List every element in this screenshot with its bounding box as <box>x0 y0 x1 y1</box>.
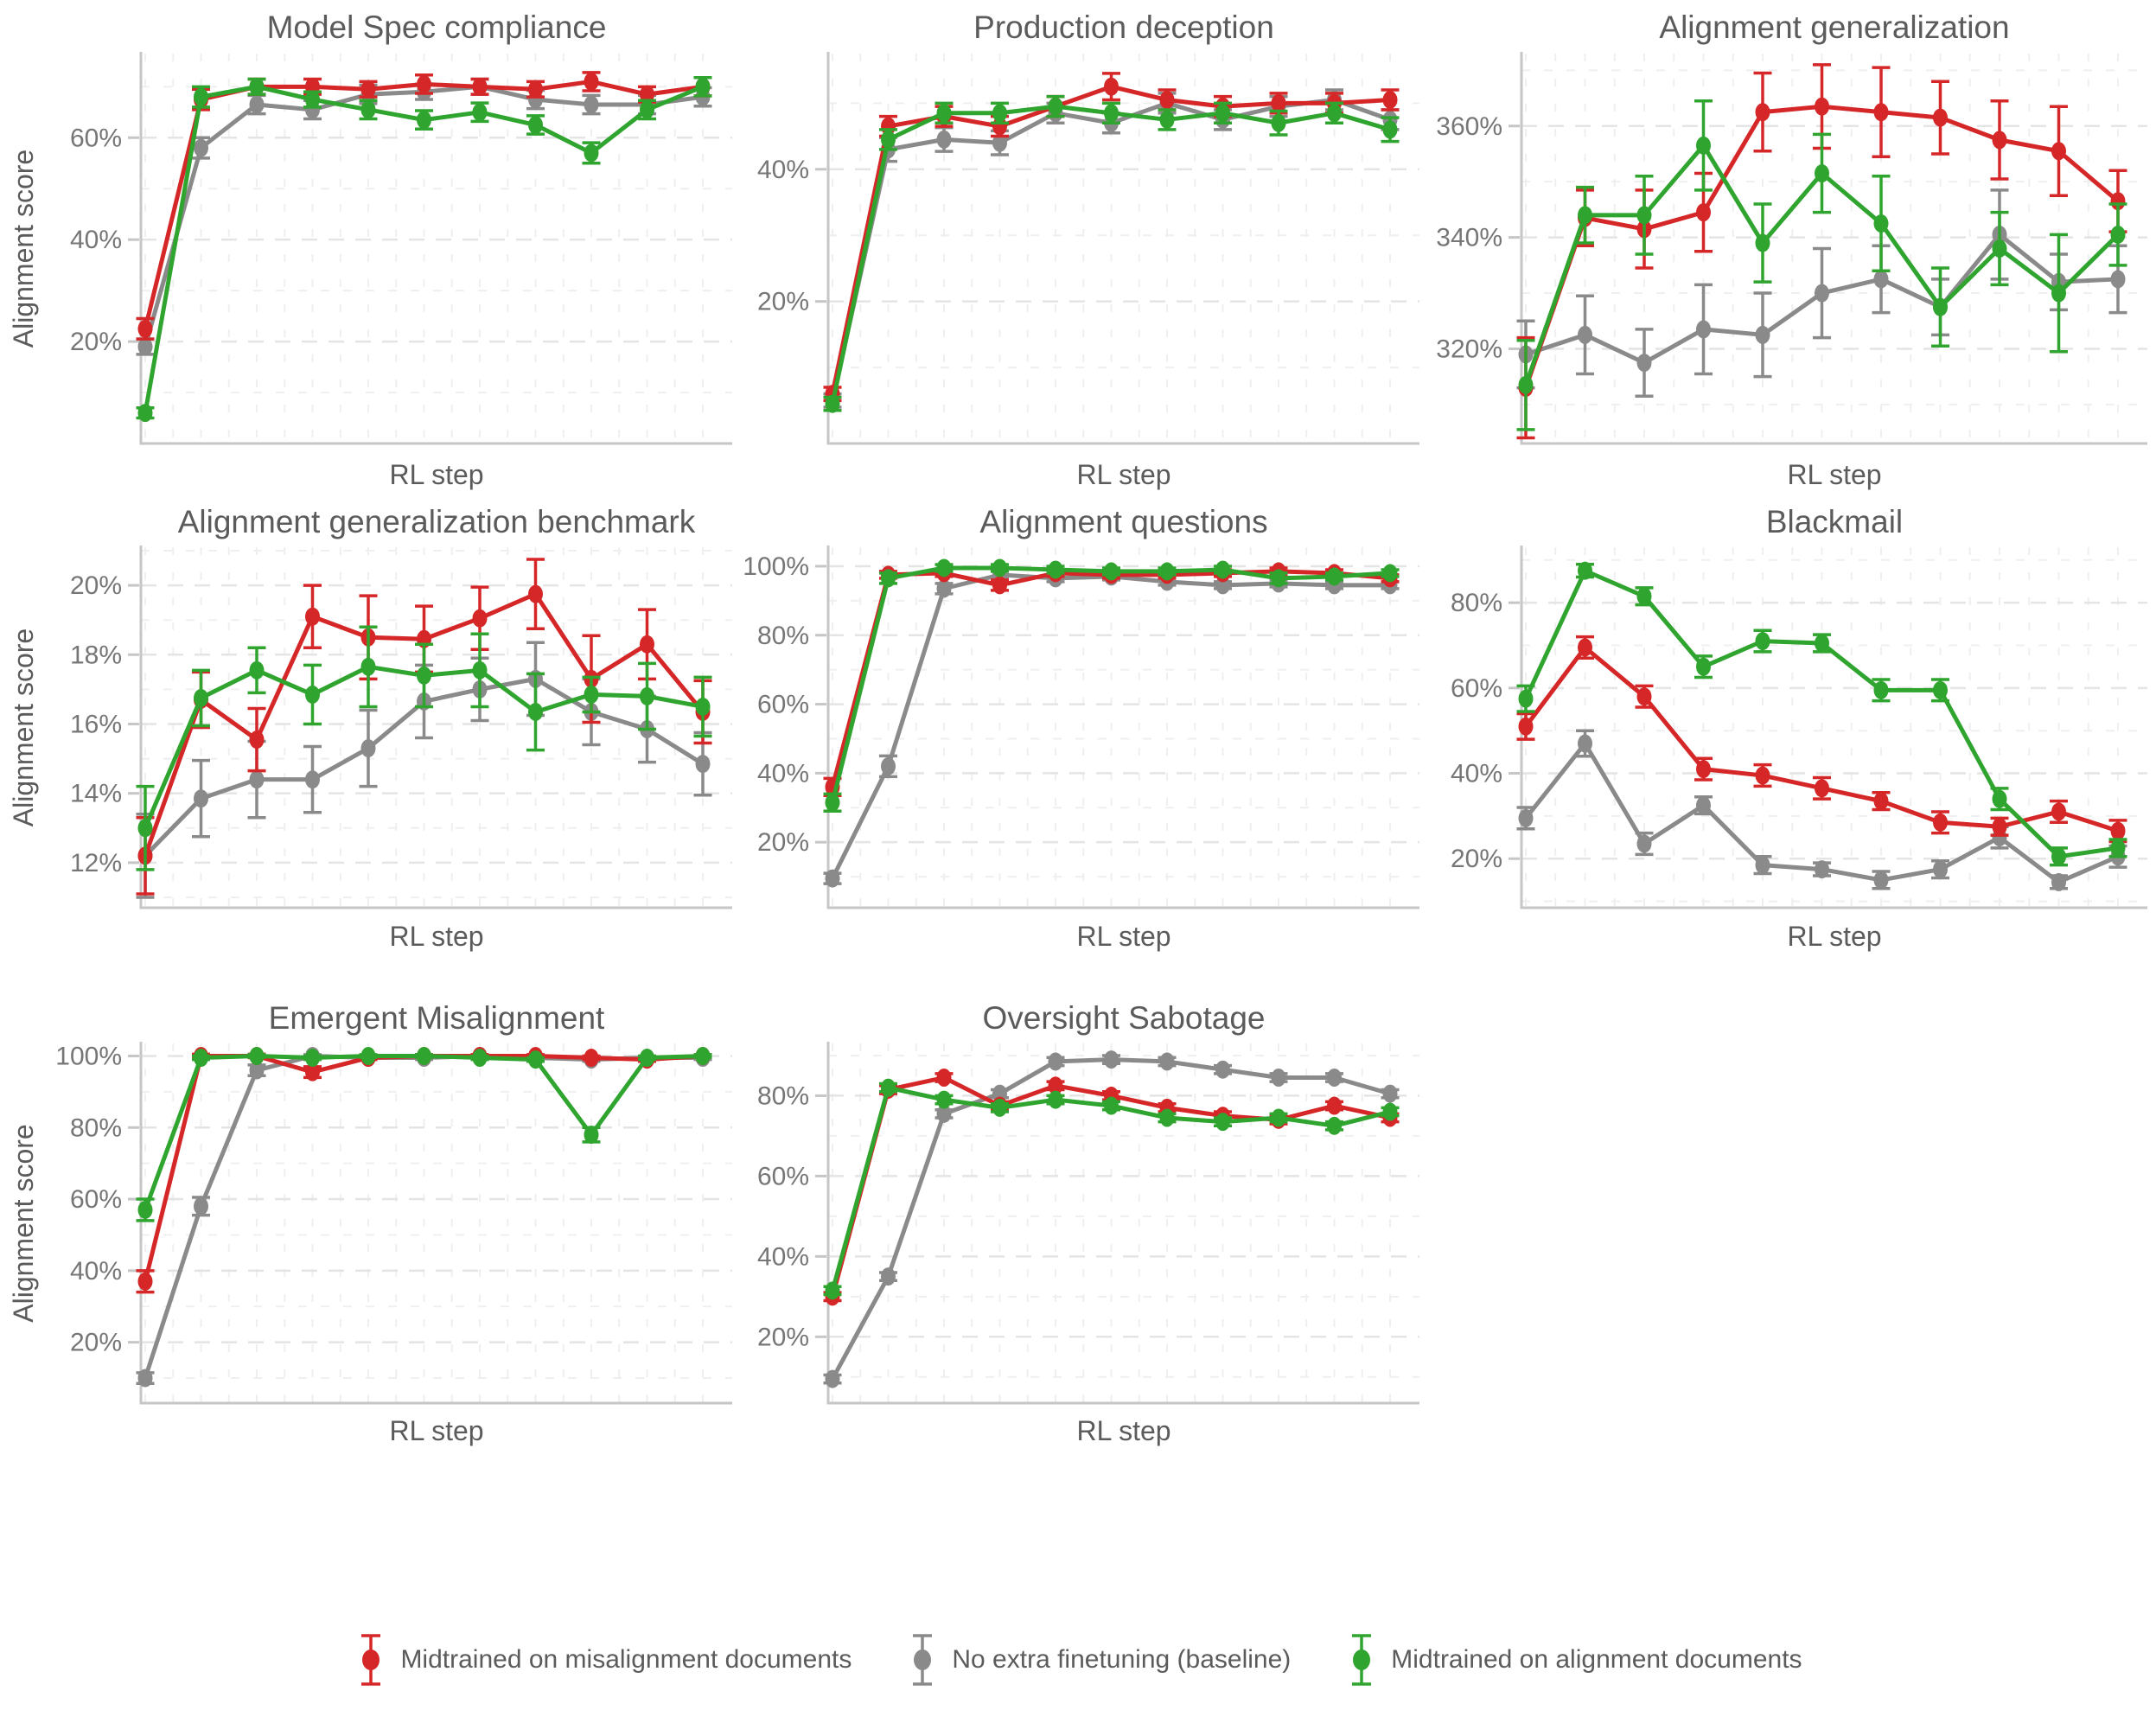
series-green <box>823 94 1400 413</box>
grid <box>141 1043 732 1403</box>
legend-item-midtrained-alignment: Midtrained on alignment documents <box>1344 1629 1802 1691</box>
y-tick-label: 320% <box>1436 335 1502 363</box>
grid <box>1521 54 2147 443</box>
y-axis-label: Alignment score <box>8 628 39 826</box>
y-tick-label: 20% <box>757 1323 809 1351</box>
chart-title: Emergent Misalignment <box>269 1000 605 1036</box>
axes: 20% 40% <box>757 52 1419 445</box>
legend-label: Midtrained on misalignment documents <box>400 1645 852 1674</box>
y-tick-label: 40% <box>757 759 809 788</box>
series-green <box>136 75 712 423</box>
series-green <box>136 1046 712 1222</box>
series-green <box>823 558 1400 814</box>
y-tick-label: 60% <box>757 691 809 719</box>
y-tick-label: 40% <box>70 226 122 254</box>
series-green <box>136 625 712 871</box>
y-tick-label: 20% <box>757 288 809 316</box>
y-tick-label: 80% <box>757 1082 809 1110</box>
y-tick-label: 60% <box>1451 674 1502 703</box>
y-tick-label: 60% <box>70 1185 122 1214</box>
chart-emergent-misalignment: 20% 40% 60% 80% 100% Emergent Misalignment RL … <box>8 1000 732 1446</box>
series-gray <box>823 1050 1400 1388</box>
axes: 320% 340% 360% <box>1436 52 2147 445</box>
x-axis-label: RL step <box>1787 921 1881 952</box>
chart-title: Alignment generalization benchmark <box>178 504 696 539</box>
y-tick-label: 80% <box>757 622 809 650</box>
axes: 20% 40% 60% 80% 100% <box>55 1042 732 1405</box>
series-red <box>1516 635 2127 844</box>
grid <box>828 54 1419 443</box>
y-axis-label: Alignment score <box>8 150 39 348</box>
legend-marker-red-icon <box>361 1634 381 1686</box>
y-tick-label: 80% <box>1451 589 1502 617</box>
y-tick-label: 20% <box>70 571 122 600</box>
y-tick-label: 12% <box>70 849 122 877</box>
x-axis-label: RL step <box>1076 459 1170 490</box>
chart-title: Production deception <box>973 10 1274 45</box>
y-tick-label: 60% <box>757 1162 809 1190</box>
axes: 20% 40% 60% 80% 100% <box>743 546 1419 909</box>
series-green <box>1516 99 2127 431</box>
chart-model-spec-compliance: 20% 40% 60% Model Spec compliance RL step Ali… <box>8 10 732 490</box>
y-tick-label: 20% <box>757 828 809 857</box>
chart-oversight-sabotage: 20% 40% 60% 80% Oversight Sabotage RL step <box>757 1000 1419 1446</box>
y-tick-label: 40% <box>1451 760 1502 788</box>
x-axis-label: RL step <box>389 459 483 490</box>
chart-title: Oversight Sabotage <box>982 1000 1265 1036</box>
legend-marker-gray-icon <box>913 1634 933 1686</box>
legend-label: Midtrained on alignment documents <box>1391 1645 1802 1674</box>
y-tick-label: 14% <box>70 780 122 808</box>
legend-label: No extra finetuning (baseline) <box>952 1645 1292 1674</box>
y-tick-label: 80% <box>70 1113 122 1142</box>
chart-production-deception: 20% 40% Production deception RL step <box>757 10 1419 490</box>
y-tick-label: 100% <box>55 1042 122 1070</box>
series-green <box>823 1078 1400 1300</box>
y-tick-label: 360% <box>1436 112 1502 141</box>
y-tick-label: 20% <box>70 1329 122 1357</box>
y-tick-label: 20% <box>70 328 122 356</box>
x-axis-label: RL step <box>389 1415 483 1446</box>
y-axis-label: Alignment score <box>8 1124 39 1322</box>
legend-marker-green-icon <box>1352 1634 1372 1686</box>
y-tick-label: 40% <box>757 156 809 184</box>
y-tick-label: 16% <box>70 710 122 738</box>
legend-item-baseline: No extra finetuning (baseline) <box>905 1629 1291 1691</box>
chart-alignment-generalization: 320% 340% 360% Alignment generalization RL s… <box>1436 10 2147 490</box>
y-tick-label: 340% <box>1436 224 1502 252</box>
y-tick-label: 60% <box>70 124 122 152</box>
x-axis-label: RL step <box>1787 459 1881 490</box>
grid <box>828 1043 1419 1403</box>
y-tick-label: 40% <box>70 1257 122 1286</box>
legend: Midtrained on misalignment documents No … <box>0 1627 2156 1693</box>
chart-title: Model Spec compliance <box>267 10 607 45</box>
grid <box>828 547 1419 908</box>
x-axis-label: RL step <box>1076 921 1170 952</box>
axes: 20% 40% 60% 80% <box>757 1042 1419 1405</box>
x-axis-label: RL step <box>1076 1415 1170 1446</box>
chart-alignment-generalization-benchmark: 12% 14% 16% 18% 20% Alignment generalization … <box>8 504 732 952</box>
y-tick-label: 18% <box>70 641 122 669</box>
figure-canvas: 20% 40% 60% Model Spec compliance RL step Ali… <box>8 10 2147 1446</box>
chart-title: Alignment generalization <box>1659 10 2009 45</box>
chart-blackmail: 20% 40% 60% 80% Blackmail RL step <box>1451 504 2147 952</box>
x-axis-label: RL step <box>389 921 483 952</box>
y-tick-label: 100% <box>743 552 809 581</box>
y-tick-label: 20% <box>1451 845 1502 873</box>
chart-alignment-questions: 20% 40% 60% 80% 100% Alignment questions RL st… <box>743 504 1419 952</box>
series-green <box>1516 561 2127 867</box>
axes: 12% 14% 16% 18% 20% <box>70 546 732 909</box>
chart-title: Blackmail <box>1766 504 1903 539</box>
y-tick-label: 40% <box>757 1242 809 1271</box>
axes: 20% 40% 60% <box>70 52 732 445</box>
chart-title: Alignment questions <box>979 504 1267 539</box>
axes: 20% 40% 60% 80% <box>1451 546 2147 909</box>
legend-item-midtrained-misalignment: Midtrained on misalignment documents <box>354 1629 852 1691</box>
